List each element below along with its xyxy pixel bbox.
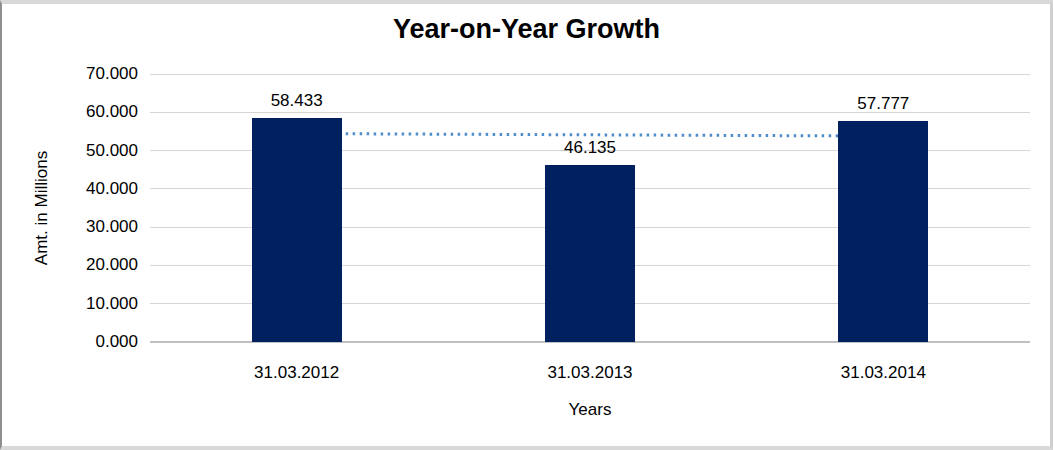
y-tick-label: 20.000 <box>0 255 138 275</box>
y-tick-label: 70.000 <box>0 64 138 84</box>
y-tick-label: 60.000 <box>0 102 138 122</box>
y-tick-label: 30.000 <box>0 217 138 237</box>
data-label: 46.135 <box>530 138 650 158</box>
x-tick-label: 31.03.2013 <box>500 362 680 383</box>
bar-chart: Year-on-Year Growth Amt. in Millions Yea… <box>0 0 1053 450</box>
y-axis-title: Amt. in Millions <box>32 151 52 265</box>
bar-31.03.2012 <box>252 118 342 342</box>
x-tick-label: 31.03.2012 <box>207 362 387 383</box>
y-tick-label: 50.000 <box>0 141 138 161</box>
data-label: 58.433 <box>237 91 357 111</box>
y-tick-label: 40.000 <box>0 179 138 199</box>
y-tick-label: 0.000 <box>0 332 138 352</box>
data-label: 57.777 <box>823 94 943 114</box>
bar-31.03.2014 <box>838 121 928 342</box>
plot-area <box>150 74 1030 342</box>
bar-31.03.2013 <box>545 165 635 342</box>
chart-title: Year-on-Year Growth <box>0 14 1053 45</box>
trendline-path <box>297 134 884 137</box>
x-tick-label: 31.03.2014 <box>793 362 973 383</box>
x-axis-title: Years <box>150 400 1030 420</box>
gridline <box>150 74 1030 75</box>
y-tick-label: 10.000 <box>0 294 138 314</box>
